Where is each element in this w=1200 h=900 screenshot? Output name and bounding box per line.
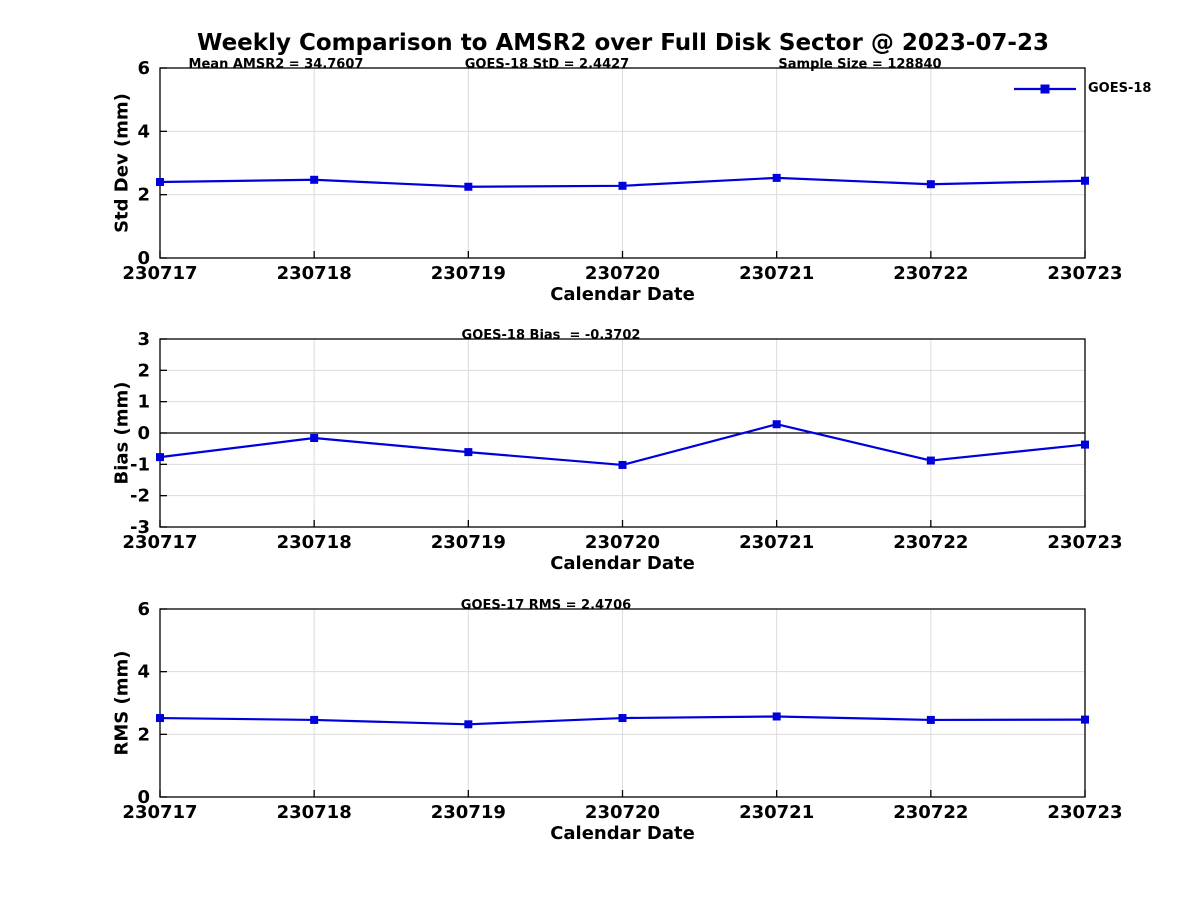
y-tick-label: 6 [137, 599, 150, 620]
data-point-marker [464, 720, 473, 729]
legend-label: GOES-18 [1088, 81, 1152, 96]
rms-plot-area: 230717 230718 230719 230720 230721 230722 2307… [122, 599, 1122, 823]
x-tick-label: 230721 [739, 532, 814, 553]
x-tick-label: 230720 [585, 802, 660, 823]
x-tick-label: 230718 [277, 802, 352, 823]
data-point-marker [156, 714, 164, 723]
y-tick-label: 6 [137, 58, 150, 79]
subplot-rms: GOES-17 RMS = 2.4706 230717 230718 230719 2… [112, 599, 1123, 844]
bias-x-axis-label: Calendar Date [550, 553, 695, 574]
x-tick-label: 230723 [1047, 263, 1122, 284]
y-tick-label: 1 [137, 392, 150, 413]
data-point-marker [618, 460, 627, 469]
y-tick-label: 3 [137, 329, 150, 350]
x-tick-label: 230719 [431, 263, 506, 284]
y-tick-label: 2 [137, 360, 150, 381]
x-tick-label: 230720 [585, 532, 660, 553]
rms-x-axis-label: Calendar Date [550, 823, 695, 844]
chart-title: Weekly Comparison to AMSR2 over Full Dis… [197, 30, 1049, 56]
subplot-stddev: Mean AMSR2 = 34.7607 GOES-18 StD = 2.442… [112, 58, 1152, 305]
legend-line-sample [1014, 84, 1076, 93]
x-tick-label: 230717 [122, 263, 197, 284]
data-point-marker [1081, 715, 1089, 724]
y-tick-label: 4 [137, 121, 150, 142]
x-tick-label: 230722 [893, 263, 968, 284]
x-tick-label: 230721 [739, 802, 814, 823]
legend-square-marker-icon [1040, 84, 1050, 93]
data-point-marker [156, 178, 164, 186]
data-point-marker [618, 714, 627, 723]
data-point-marker [772, 420, 781, 429]
rms-y-axis-label: RMS (mm) [111, 650, 133, 756]
x-tick-label: 230718 [277, 263, 352, 284]
subplot-bias: GOES-18 Bias = -0.3702 230717 230718 23071… [112, 329, 1123, 574]
stddev-y-axis-label: Std Dev (mm) [111, 93, 133, 233]
y-tick-label: 0 [137, 423, 150, 444]
data-point-marker [926, 456, 935, 465]
y-tick-label: -3 [130, 517, 150, 538]
x-tick-label: 230722 [893, 532, 968, 553]
y-tick-label: 4 [137, 662, 150, 683]
x-tick-label: 230717 [122, 532, 197, 553]
x-tick-label: 230720 [585, 263, 660, 284]
x-tick-label: 230721 [739, 263, 814, 284]
data-point-marker [618, 181, 627, 190]
y-tick-label: 0 [137, 248, 150, 269]
data-point-marker [772, 173, 781, 182]
data-point-marker [464, 448, 473, 457]
x-tick-label: 230719 [431, 802, 506, 823]
y-tick-label: 2 [137, 185, 150, 206]
stddev-plot-area: 230717 230718 230719 230720 230721 230722 2307… [122, 58, 1122, 284]
x-tick-label: 230718 [277, 532, 352, 553]
x-tick-label: 230717 [122, 802, 197, 823]
y-tick-label: 2 [137, 724, 150, 745]
x-tick-label: 230723 [1047, 532, 1122, 553]
y-tick-label: 0 [137, 787, 150, 808]
y-tick-label: -2 [130, 486, 150, 507]
y-tick-label: -1 [130, 454, 150, 475]
x-tick-label: 230722 [893, 802, 968, 823]
legend: GOES-18 [1013, 81, 1151, 96]
data-point-marker [310, 434, 319, 443]
data-point-marker [926, 715, 935, 724]
data-point-marker [1081, 440, 1089, 449]
stddev-x-axis-label: Calendar Date [550, 284, 695, 305]
x-tick-label: 230719 [431, 532, 506, 553]
data-point-marker [926, 180, 935, 189]
data-point-marker [310, 175, 319, 184]
data-point-marker [156, 453, 164, 462]
data-point-marker [464, 182, 473, 191]
bias-plot-area: 230717 230718 230719 230720 230721 230722 2307… [122, 329, 1122, 553]
bias-y-axis-label: Bias (mm) [111, 381, 133, 485]
data-point-marker [1081, 176, 1089, 185]
data-point-marker [772, 712, 781, 721]
data-point-marker [310, 715, 319, 724]
x-tick-label: 230723 [1047, 802, 1122, 823]
